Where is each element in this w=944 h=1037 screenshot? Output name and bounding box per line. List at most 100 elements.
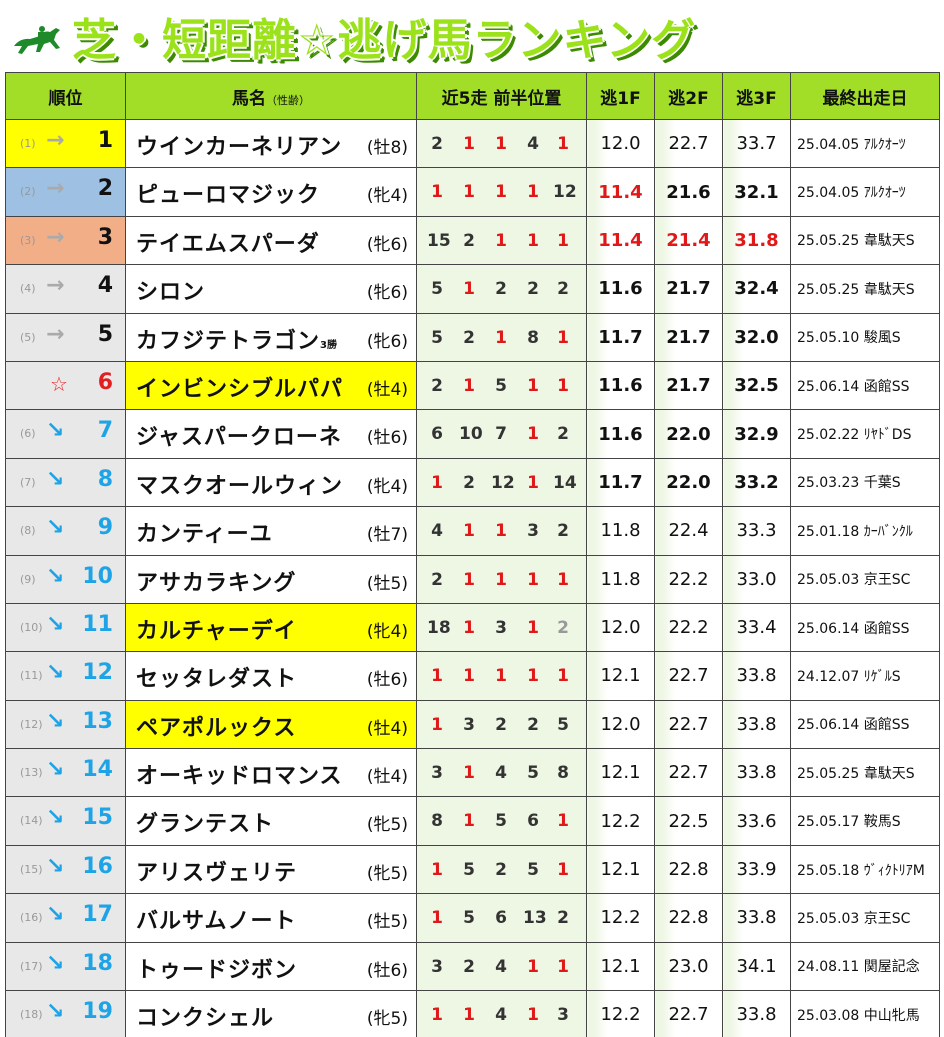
table-row: (5) → 5 カフジテトラゴン3勝 (牝6) 5 2 1 8 1 11.7 21.7 32.0 25.0… bbox=[5, 312, 940, 362]
recent-position: 2 bbox=[463, 956, 475, 977]
horse-name-cell: カフジテトラゴン3勝 (牝6) bbox=[125, 312, 417, 362]
recent-position: 12 bbox=[553, 182, 577, 203]
rank-number: 6 bbox=[97, 369, 113, 395]
last-race-date: 25.04.05 bbox=[797, 185, 860, 202]
horse-name: カンティーユ bbox=[136, 516, 273, 548]
previous-rank: (9) bbox=[20, 572, 36, 586]
last-race-date: 24.08.11 bbox=[797, 959, 860, 976]
last-race-name: 京王SC bbox=[863, 572, 911, 589]
table-row: (17) ↘ 18 トゥードジボン (牡6) 3 2 4 1 1 12.1 23.0 34.1 24.08… bbox=[5, 941, 940, 992]
horse-name: テイエムスパーダ bbox=[136, 226, 320, 258]
horse-name-text: オーキッドロマンス bbox=[136, 764, 343, 790]
recent-position: 8 bbox=[527, 327, 539, 348]
time-3f: 33.8 bbox=[722, 893, 791, 943]
last-race-name: 韋駄天S bbox=[863, 765, 915, 782]
rank-number: 16 bbox=[82, 853, 113, 879]
previous-rank: (17) bbox=[20, 959, 43, 973]
sex-age: (牡6) bbox=[366, 670, 408, 691]
recent-position: 1 bbox=[463, 521, 475, 542]
last-race-cell: 25.03.23 千葉S bbox=[790, 457, 940, 508]
sex-age: (牝4) bbox=[366, 476, 408, 497]
horse-name-cell: インビンシブルパパ (牡4) bbox=[125, 360, 417, 411]
previous-rank: (18) bbox=[20, 1008, 43, 1022]
previous-rank: (6) bbox=[20, 427, 36, 441]
recent-position: 2 bbox=[463, 327, 475, 348]
rank-number: 7 bbox=[97, 418, 113, 444]
previous-rank: (7) bbox=[20, 475, 36, 489]
page-header: 芝・短距離☆逃げ馬ランキング bbox=[0, 0, 944, 68]
recent-position: 1 bbox=[495, 666, 507, 687]
horse-name-text: セッタレダスト bbox=[136, 667, 298, 693]
ranking-body: (1) → 1 ウインカーネリアン (牡8) 2 1 1 4 1 12.0 22.7 33.7 25.04… bbox=[5, 118, 940, 1037]
last-race-cell: 25.05.18 ｳﾞｨｸﾄﾘｱM bbox=[790, 844, 940, 895]
time-3f: 33.8 bbox=[722, 651, 791, 701]
trend-arrow-icon: ↘ bbox=[46, 515, 65, 541]
time-1f: 12.0 bbox=[586, 118, 655, 169]
previous-rank: (4) bbox=[20, 282, 36, 296]
recent-position: 2 bbox=[557, 279, 569, 300]
recent-position: 3 bbox=[557, 1005, 569, 1026]
recent-position: 5 bbox=[495, 811, 507, 832]
last-race-date: 25.05.25 bbox=[797, 281, 860, 298]
recent-position: 1 bbox=[431, 908, 443, 929]
horse-name-text: カンティーユ bbox=[136, 522, 273, 548]
time-3f: 33.8 bbox=[722, 990, 791, 1037]
horse-name-text: トゥードジボン bbox=[136, 957, 298, 983]
sex-age: (牡5) bbox=[366, 573, 408, 594]
recent-position: 1 bbox=[463, 763, 475, 784]
previous-rank: (5) bbox=[20, 330, 36, 344]
recent-position: 1 bbox=[495, 230, 507, 251]
rank-number: 9 bbox=[97, 515, 113, 541]
recent-position: 1 bbox=[557, 230, 569, 251]
rank-cell: (11) ↘ 12 bbox=[5, 651, 126, 701]
rank-number: 2 bbox=[97, 176, 113, 202]
recent-position: 4 bbox=[527, 134, 539, 154]
sex-age: (牝4) bbox=[366, 621, 408, 642]
time-2f: 22.2 bbox=[654, 602, 723, 653]
recent-position: 1 bbox=[527, 666, 539, 687]
trend-arrow-icon: ↘ bbox=[46, 611, 65, 637]
rank-number: 13 bbox=[82, 708, 113, 734]
table-row: (10) ↘ 11 カルチャーデイ (牝4) 18 1 3 1 2 12.0 22.2 33.4 25.0… bbox=[5, 602, 940, 653]
last-race-cell: 25.05.25 韋駄天S bbox=[790, 748, 940, 798]
table-row: (4) → 4 シロン (牝6) 5 1 2 2 2 11.6 21.7 32.4 25.05.25 韋駄… bbox=[5, 264, 940, 314]
last-race-name: ｳﾞｨｸﾄﾘｱM bbox=[863, 862, 925, 879]
last-race-date: 25.05.25 bbox=[797, 233, 860, 250]
recent-position: 1 bbox=[463, 569, 475, 590]
time-2f: 22.7 bbox=[654, 118, 723, 169]
time-3f: 33.3 bbox=[722, 506, 791, 556]
trend-arrow-icon: ↘ bbox=[46, 853, 65, 879]
racehorse-jockey-icon bbox=[14, 26, 60, 54]
sex-age: (牝6) bbox=[366, 331, 408, 352]
recent-position: 2 bbox=[431, 134, 443, 154]
table-row: (18) ↘ 19 コンクシェル (牝5) 1 1 4 1 3 12.2 22.7 33.8 25.03.… bbox=[5, 990, 940, 1037]
table-row: (8) ↘ 9 カンティーユ (牡7) 4 1 1 3 2 11.8 22.4 33.3 25.01.18… bbox=[5, 506, 940, 556]
time-3f: 33.9 bbox=[722, 844, 791, 895]
header-row: 順位 馬名（性齢） 近5走 前半位置 逃1F 逃2F 逃3F 最終出走日 bbox=[5, 72, 940, 120]
recent-position: 4 bbox=[431, 521, 443, 542]
recent-position: 3 bbox=[495, 617, 507, 638]
recent-position: 6 bbox=[527, 811, 539, 832]
recent-position: 5 bbox=[527, 859, 539, 880]
time-2f: 22.0 bbox=[654, 457, 723, 508]
time-2f: 22.0 bbox=[654, 409, 723, 459]
time-2f: 22.4 bbox=[654, 506, 723, 556]
last-race-cell: 24.12.07 ﾘｹﾞﾙS bbox=[790, 651, 940, 701]
last-race-date: 25.03.23 bbox=[797, 475, 860, 492]
horse-name-cell: アサカラキング (牡5) bbox=[125, 554, 417, 604]
recent-position: 1 bbox=[557, 327, 569, 348]
time-2f: 22.8 bbox=[654, 893, 723, 943]
horse-name: カフジテトラゴン3勝 bbox=[136, 323, 337, 355]
recent-position: 2 bbox=[557, 908, 569, 929]
rank-number: 8 bbox=[97, 466, 113, 492]
time-1f: 11.4 bbox=[586, 167, 655, 217]
rank-number: 12 bbox=[82, 660, 113, 686]
last-race-name: ｱﾙｸｵｰﾂ bbox=[863, 136, 906, 153]
time-3f: 33.7 bbox=[722, 118, 791, 169]
recent-position: 1 bbox=[557, 666, 569, 687]
horse-name-text: ジャスパークローネ bbox=[136, 425, 342, 451]
sex-age: (牡4) bbox=[366, 379, 408, 400]
last-race-cell: 25.06.14 函館SS bbox=[790, 699, 940, 750]
